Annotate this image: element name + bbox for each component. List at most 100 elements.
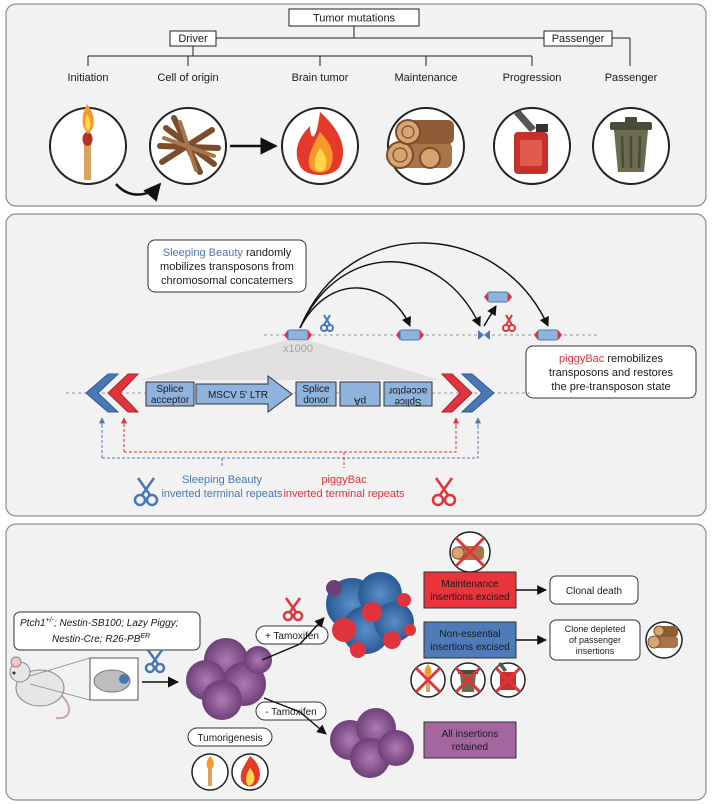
transposon-floating bbox=[484, 291, 512, 303]
sb-scissors-icon-small bbox=[320, 314, 334, 332]
pb-itr-right bbox=[440, 373, 473, 413]
zoom-wedge bbox=[140, 340, 440, 380]
trash-can-icon bbox=[592, 107, 670, 185]
pb-callout-rest: remobilizes bbox=[604, 353, 663, 365]
sb-itr-right bbox=[460, 373, 495, 413]
initiation-to-origin-arrow bbox=[115, 182, 162, 202]
stage-label-brain-tumor: Brain tumor bbox=[292, 72, 349, 84]
plus-tam-arrow bbox=[261, 617, 325, 661]
stage-label-maintenance: Maintenance bbox=[395, 72, 458, 84]
panel-b: Sleeping Beauty randomly mobilizes trans… bbox=[5, 213, 707, 517]
pb-excision-arrow bbox=[483, 305, 497, 327]
polya-label: pA bbox=[354, 395, 367, 406]
minus-tamoxifen-label: - Tamoxifen bbox=[265, 707, 317, 718]
plus-tamoxifen-box bbox=[255, 625, 329, 645]
transposon-inserted-1 bbox=[396, 329, 424, 341]
mouse-icon bbox=[9, 656, 71, 720]
stage-label-cell-of-origin: Cell of origin bbox=[157, 72, 218, 84]
svg-text:Ptch1+/-; Nestin-SB100; Lazy P: Ptch1+/-; Nestin-SB100; Lazy Piggy; bbox=[20, 617, 179, 629]
logs-icon-small bbox=[645, 621, 683, 659]
pb-scissors-icon-small bbox=[502, 314, 516, 332]
sb-itr-connector bbox=[101, 420, 479, 468]
genotype-ptch1: Ptch1 bbox=[20, 618, 46, 629]
pb-scissors-icon-c bbox=[282, 597, 304, 622]
minus-tam-arrow bbox=[263, 697, 327, 735]
all-retained-box bbox=[423, 721, 517, 759]
excised-trash-icon bbox=[450, 662, 486, 698]
panel-c: Ptch1+/-; Nestin-SB100; Lazy Piggy; Nest… bbox=[5, 523, 707, 801]
sb-callout-highlight: Sleeping Beauty bbox=[163, 247, 244, 259]
nonessential-excised-label-2: insertions excised bbox=[430, 642, 509, 653]
maintenance-excised-label-2: insertions excised bbox=[430, 592, 509, 603]
splice-acceptor-label-2: acceptor bbox=[151, 395, 190, 406]
retained-tumor-icon bbox=[330, 708, 414, 778]
genotype-line2: Nestin-Cre; R26-PB bbox=[52, 634, 141, 645]
polya-box bbox=[339, 381, 381, 407]
stage-label-initiation: Initiation bbox=[68, 72, 109, 84]
pb-callout-line3: the pre-transposon state bbox=[551, 381, 670, 393]
ltr-arrow bbox=[195, 375, 293, 413]
transposon-excised-site bbox=[478, 330, 490, 340]
minus-tamoxifen-box bbox=[255, 701, 327, 721]
all-retained-label-2: retained bbox=[452, 742, 488, 753]
stage-label-progression: Progression bbox=[503, 72, 562, 84]
splice-acceptor-rev-box bbox=[383, 381, 433, 407]
sb-scissors-icon bbox=[133, 477, 159, 507]
pb-itr-left bbox=[107, 373, 140, 413]
genotype-line2-sup: ER bbox=[140, 633, 150, 640]
excised-match-icon bbox=[410, 662, 446, 698]
fuel-can-icon bbox=[493, 107, 571, 185]
splice-acceptor-rev-label-1: Splice bbox=[394, 396, 422, 407]
tumorigenesis-box bbox=[187, 727, 273, 747]
pb-callout-highlight: piggyBac bbox=[559, 353, 605, 365]
splice-acceptor-label-1: Splice bbox=[156, 384, 184, 395]
splice-acceptor-box bbox=[145, 381, 195, 407]
sb-repeats-label-1: Sleeping Beauty bbox=[182, 474, 263, 486]
firewood-icon bbox=[149, 107, 227, 185]
piggybac-callout bbox=[525, 345, 697, 399]
match-icon bbox=[49, 104, 127, 185]
fire-icon-small bbox=[231, 753, 269, 791]
clonal-death-box bbox=[549, 575, 639, 605]
pb-scissors-icon bbox=[431, 477, 457, 507]
sleeping-beauty-callout bbox=[147, 239, 307, 293]
plus-tamoxifen-label: + Tamoxifen bbox=[265, 631, 319, 642]
nonessential-excised-label-1: Non-essential bbox=[439, 629, 500, 640]
clonal-death-label: Clonal death bbox=[566, 586, 622, 597]
clone-depleted-box bbox=[549, 619, 641, 661]
ltr-label: MSCV 5' LTR bbox=[208, 390, 268, 401]
driver-label: Driver bbox=[178, 33, 208, 45]
excised-fuel-icon bbox=[490, 662, 526, 698]
splice-donor-label-2: donor bbox=[303, 395, 329, 406]
pb-repeats-label-1: piggyBac bbox=[321, 474, 367, 486]
pb-callout-line2: transposons and restores bbox=[549, 367, 674, 379]
clone-depleted-label-3: insertions bbox=[576, 646, 615, 656]
clone-depleted-label-2: of passenger bbox=[569, 635, 621, 645]
logs-icon bbox=[386, 107, 465, 185]
transposon-source bbox=[284, 329, 312, 341]
fire-icon bbox=[281, 107, 359, 185]
brain-icon bbox=[93, 669, 131, 693]
nonessential-excised-box bbox=[423, 621, 517, 659]
svg-text:Sleeping Beauty randomly: Sleeping Beauty randomly bbox=[163, 247, 292, 259]
excised-logs-icon bbox=[449, 531, 491, 573]
sb-itr-left bbox=[85, 373, 120, 413]
passenger-label: Passenger bbox=[552, 33, 605, 45]
sb-repeats-label-2: inverted terminal repeats bbox=[161, 488, 283, 500]
tumorigenesis-label: Tumorigenesis bbox=[197, 733, 262, 744]
mixed-tumor-icon bbox=[326, 572, 416, 658]
sb-callout-line2: mobilizes transposons from bbox=[160, 261, 294, 273]
sb-jump-arc-1 bbox=[299, 287, 411, 329]
maintenance-excised-box bbox=[423, 571, 517, 609]
sb-jump-arc-2 bbox=[299, 261, 481, 329]
splice-acceptor-rev-label-2: acceptor bbox=[388, 385, 427, 396]
sb-jump-arc-3 bbox=[299, 242, 549, 329]
sb-callout-line3: chromosomal concatemers bbox=[161, 275, 294, 287]
purple-tumor-icon bbox=[186, 638, 272, 720]
sb-scissors-icon-c bbox=[144, 649, 166, 674]
splice-donor-label-1: Splice bbox=[302, 384, 330, 395]
svg-text:piggyBac remobilizes: piggyBac remobilizes bbox=[559, 353, 663, 365]
genotype-ptch1-sup: +/- bbox=[46, 617, 55, 624]
tumor-mutations-label: Tumor mutations bbox=[313, 13, 396, 25]
genotype-box bbox=[13, 611, 201, 651]
